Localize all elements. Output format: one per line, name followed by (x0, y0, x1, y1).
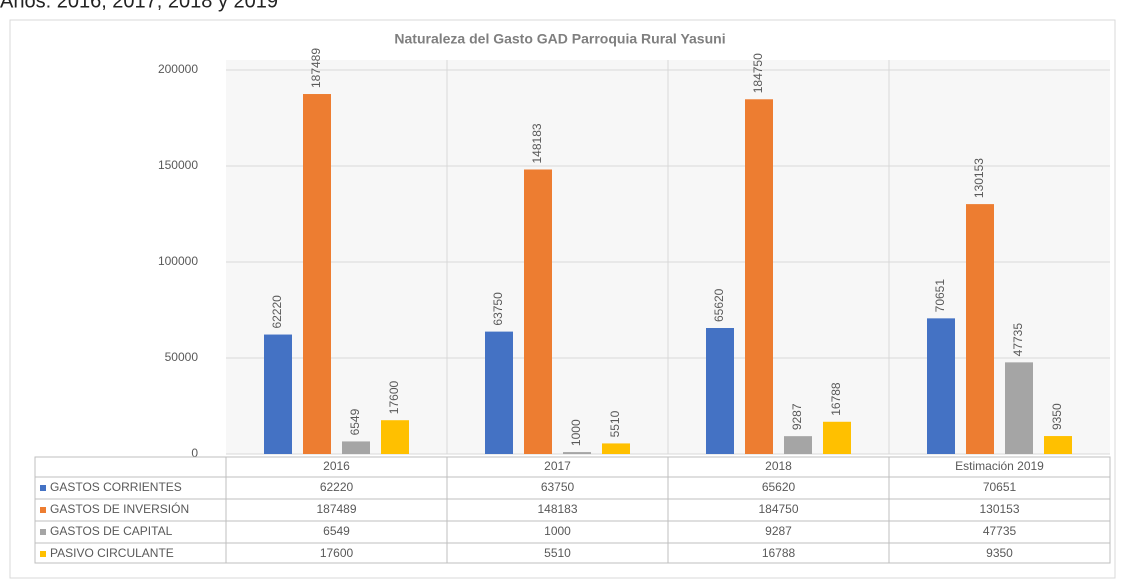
y-tick-label: 100000 (158, 254, 198, 268)
table-cell: 63750 (541, 480, 575, 494)
table-cell: 1000 (544, 524, 571, 538)
legend-label: PASIVO CIRCULANTE (50, 546, 174, 560)
data-label: 6549 (348, 408, 362, 435)
bar (303, 94, 331, 454)
legend-label: GASTOS DE CAPITAL (50, 524, 173, 538)
bar (927, 318, 955, 454)
table-cell: 62220 (320, 480, 354, 494)
data-label: 187489 (309, 48, 323, 88)
table-cell: 70651 (983, 480, 1017, 494)
data-label: 62220 (270, 295, 284, 329)
bar (563, 452, 591, 454)
table-cell: 9350 (986, 546, 1013, 560)
bar (1005, 362, 1033, 454)
legend-label: GASTOS CORRIENTES (50, 480, 182, 494)
data-label: 47735 (1011, 323, 1025, 357)
bar (823, 421, 851, 454)
legend-swatch (40, 529, 46, 535)
table-cell: 187489 (316, 502, 356, 516)
bar (602, 443, 630, 454)
legend-swatch (40, 551, 46, 557)
legend-swatch (40, 507, 46, 513)
x-tick-label: 2018 (765, 459, 792, 473)
table-cell: 47735 (983, 524, 1017, 538)
y-tick-label: 200000 (158, 62, 198, 76)
data-label: 9350 (1050, 403, 1064, 430)
bar (1044, 436, 1072, 454)
x-tick-label: 2017 (544, 459, 571, 473)
data-label: 1000 (569, 419, 583, 446)
table-cell: 65620 (762, 480, 796, 494)
table-cell: 16788 (762, 546, 796, 560)
data-label: 63750 (491, 292, 505, 326)
y-tick-label: 0 (191, 446, 198, 460)
table-cell: 6549 (323, 524, 350, 538)
table-cell: 184750 (758, 502, 798, 516)
bar (381, 420, 409, 454)
x-tick-label: Estimación 2019 (955, 459, 1044, 473)
legend-label: GASTOS DE INVERSIÓN (50, 501, 189, 516)
data-label: 5510 (608, 410, 622, 437)
data-label: 9287 (790, 403, 804, 430)
table-cell: 5510 (544, 546, 571, 560)
chart-title: Naturaleza del Gasto GAD Parroquia Rural… (394, 31, 725, 47)
bar (706, 328, 734, 454)
bar (524, 169, 552, 454)
data-label: 148183 (530, 123, 544, 163)
y-tick-label: 50000 (165, 350, 199, 364)
data-label: 184750 (751, 53, 765, 93)
table-cell: 9287 (765, 524, 792, 538)
data-label: 16788 (829, 382, 843, 416)
data-label: 70651 (933, 279, 947, 313)
data-label: 65620 (712, 288, 726, 322)
table-cell: 130153 (979, 502, 1019, 516)
chart-subtitle: Años: 2016, 2017, 2018 y 2019 (0, 0, 278, 12)
bar (966, 204, 994, 454)
bar (784, 436, 812, 454)
legend-swatch (40, 485, 46, 491)
data-label: 17600 (387, 381, 401, 415)
data-label: 130153 (972, 158, 986, 198)
table-cell: 148183 (537, 502, 577, 516)
bar (745, 99, 773, 454)
x-tick-label: 2016 (323, 459, 350, 473)
bar (485, 331, 513, 454)
bar (264, 334, 292, 454)
y-tick-label: 150000 (158, 158, 198, 172)
bar (342, 441, 370, 454)
table-cell: 17600 (320, 546, 354, 560)
